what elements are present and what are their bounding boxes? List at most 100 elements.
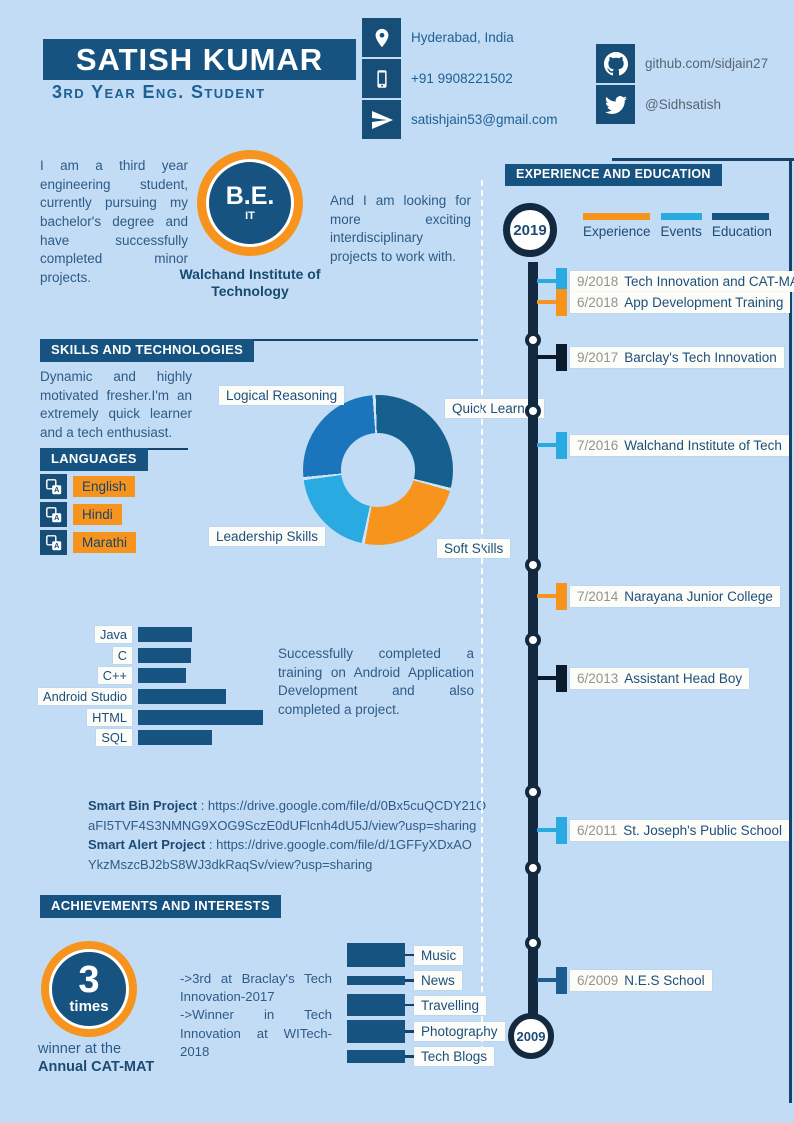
legend-item: Events: [660, 213, 702, 239]
end-year-label: 2009: [516, 1028, 546, 1044]
winner-badge: 3 times: [41, 941, 137, 1037]
timeline-marker: [556, 288, 567, 316]
interest-row: Tech Blogs: [347, 1047, 505, 1066]
start-year-label: 2019: [513, 221, 547, 239]
tech-label: HTML: [87, 708, 132, 726]
skills-header-rule: [222, 339, 478, 341]
top-right-rule: [612, 158, 794, 161]
about-outro: And I am looking for more exciting inter…: [330, 193, 471, 264]
timeline-legend: Experience Events Education: [583, 213, 772, 239]
skills-intro: Dynamic and highly motivated fresher.I'm…: [40, 369, 192, 440]
tech-label-col: C++: [40, 667, 132, 685]
timeline-entry-text: St. Joseph's Public School: [623, 822, 782, 838]
project-link-line[interactable]: Smart Alert Project : https://drive.goog…: [88, 837, 472, 852]
timeline-entry: 6/2011 St. Joseph's Public School: [570, 819, 789, 841]
timeline-entry: 7/2016 Walchand Institute of Tech: [570, 434, 789, 456]
timeline-node: [525, 403, 541, 419]
translate-icon: A: [40, 474, 67, 499]
language-chip: Hindi: [73, 504, 122, 525]
social-handle[interactable]: @Sidhsatish: [645, 97, 721, 112]
legend-item: Education: [711, 213, 772, 239]
timeline-entry: 6/2013 Assistant Head Boy: [570, 667, 750, 689]
tech-bar: [138, 730, 212, 746]
tech-bar: [138, 688, 226, 704]
project-link-line[interactable]: Smart Bin Project : https://drive.google…: [88, 798, 487, 813]
languages-section-header: LANGUAGES: [40, 448, 148, 471]
social-item: @Sidhsatish: [596, 85, 768, 124]
contact-item: +91 9908221502: [362, 59, 558, 98]
interest-bar: [347, 1020, 405, 1043]
language-item: A Marathi: [40, 530, 137, 555]
timeline-node: [525, 632, 541, 648]
tech-bar-row: C++: [40, 665, 263, 686]
about-intro: I am a third year engineering student, c…: [40, 158, 188, 285]
achievements-section-header: ACHIEVEMENTS AND INTERESTS: [40, 895, 281, 918]
timeline-entry-text: Narayana Junior College: [624, 588, 773, 604]
soft-skills-donut-chart: [303, 395, 453, 545]
location-pin-icon: [362, 18, 401, 57]
timeline-node: [525, 332, 541, 348]
column-dashed-separator: [481, 180, 483, 1052]
legend-swatch: [660, 213, 702, 220]
degree-badge: B.E. IT: [197, 150, 303, 256]
social-handle[interactable]: github.com/sidjain27: [645, 56, 769, 71]
tech-label: C++: [97, 667, 132, 685]
language-chip: English: [73, 476, 136, 497]
timeline-entry-text: Barclay's Tech Innovation: [624, 349, 777, 365]
timeline-node: [525, 557, 541, 573]
timeline-entry: 6/2018 App Development Training: [570, 291, 791, 313]
interest-connector: [405, 1055, 414, 1058]
svg-text:A: A: [54, 485, 59, 494]
winner-caption-normal: winner at the: [38, 1041, 122, 1057]
interest-connector: [405, 979, 414, 982]
languages-list: A English A Hindi A Marathi: [40, 474, 137, 558]
timeline-node: [525, 860, 541, 876]
interest-connector: [405, 1030, 414, 1033]
timeline-marker: [556, 664, 567, 692]
achievement-bullet: ->3rd at Braclay's Tech Innovation-2017: [180, 971, 332, 1005]
legend-label: Experience: [583, 224, 651, 239]
tech-label: C: [112, 646, 132, 664]
timeline-entry-date: 9/2017: [577, 349, 619, 365]
right-edge-rule: [789, 158, 792, 1103]
timeline-start-year: 2019: [503, 203, 557, 257]
tech-bar-row: SQL: [40, 727, 263, 748]
interest-label: Travelling: [414, 995, 487, 1015]
contact-item: satishjain53@gmail.com: [362, 100, 558, 139]
interest-bar: [347, 994, 405, 1016]
timeline-entry-text: Tech Innovation and CAT-MAT: [624, 273, 794, 289]
winner-count: 3: [78, 959, 100, 1002]
donut-label-quick-learner: Quick Learner: [445, 399, 544, 418]
tech-bar-row: HTML: [40, 707, 263, 728]
contact-label: +91 9908221502: [411, 71, 513, 86]
timeline-marker: [556, 431, 567, 459]
interest-row: News: [347, 971, 505, 990]
name-banner: SATISH KUMAR: [43, 39, 356, 80]
project-link-line[interactable]: YkzMszcBJ2bS8WJ3dkRaqSv/view?usp=sharing: [88, 856, 373, 872]
tech-bar: [138, 709, 263, 725]
timeline-entry: 9/2018 Tech Innovation and CAT-MAT: [570, 270, 794, 292]
timeline-entry-text: Walchand Institute of Tech: [624, 437, 782, 453]
tech-label: Java: [94, 625, 132, 643]
tech-bar: [138, 668, 186, 684]
twitter-icon: [596, 85, 635, 124]
project-link-line[interactable]: aFI5TVF4S3NMNG9XOG9SczE0dUFlcnh4dU5J/vie…: [88, 817, 477, 833]
interest-bar: [347, 976, 405, 985]
legend-swatch: [711, 213, 769, 220]
social-list: github.com/sidjain27 @Sidhsatish: [596, 44, 768, 126]
interest-label: Music: [414, 945, 464, 965]
translate-icon: A: [40, 502, 67, 527]
svg-text:A: A: [54, 513, 59, 522]
timeline-end-year: 2009: [508, 1013, 554, 1059]
timeline-marker: [556, 343, 567, 371]
tech-bar: [138, 647, 191, 663]
contact-list: Hyderabad, India +91 9908221502 satishjain…: [362, 18, 558, 141]
tech-label-col: HTML: [40, 708, 132, 726]
timeline-connector: [537, 355, 558, 359]
tech-label-col: SQL: [40, 729, 132, 747]
tech-label-col: Java: [40, 625, 132, 643]
tech-label-col: Android Studio: [38, 687, 132, 705]
achievement-bullet: ->Winner in Tech Innovation at WITech-20…: [180, 1007, 332, 1059]
language-chip: Marathi: [73, 532, 137, 553]
